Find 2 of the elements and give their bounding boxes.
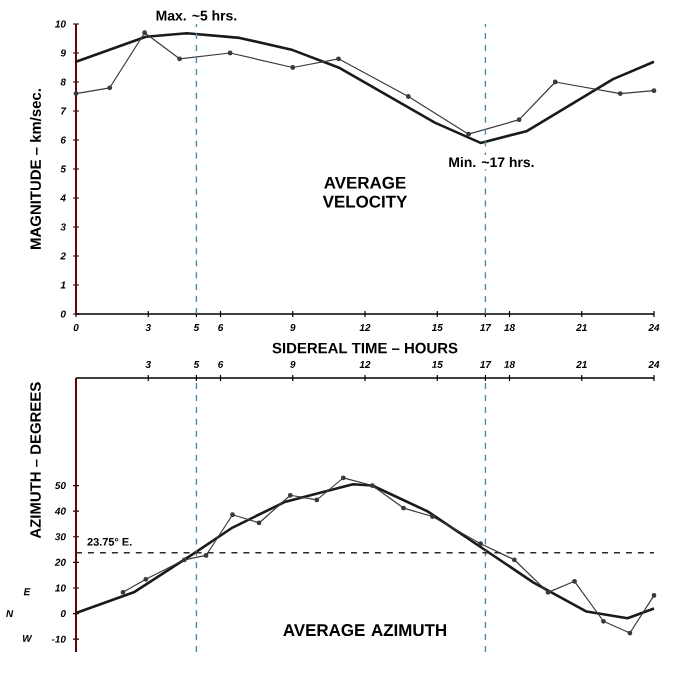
annotation: AVERAGE AZIMUTH: [283, 624, 447, 637]
annotation: AVERAGE VELOCITY: [322, 176, 408, 208]
